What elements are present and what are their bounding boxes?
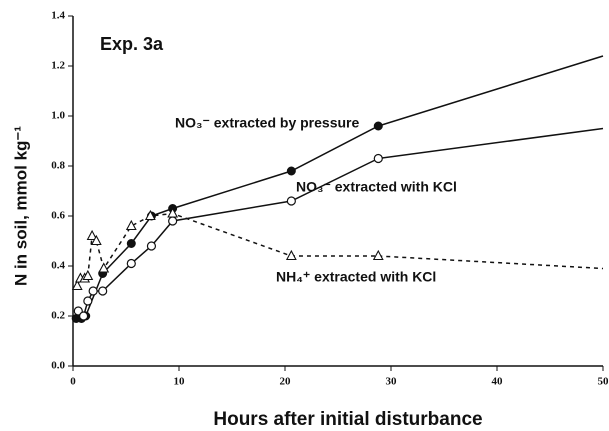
y-tick-label: 0.0 xyxy=(51,360,65,372)
y-tick-label: 1.2 xyxy=(51,60,65,72)
x-tick-label: 0 xyxy=(70,376,76,388)
y-tick-label: 0.2 xyxy=(51,310,65,322)
x-axis-label: Hours after initial disturbance xyxy=(213,409,482,430)
trend-line xyxy=(378,127,604,160)
x-tick-label: 10 xyxy=(174,376,186,388)
marker xyxy=(286,166,296,176)
marker xyxy=(88,286,98,296)
marker xyxy=(126,258,136,269)
marker xyxy=(86,229,98,241)
y-tick-label: 0.6 xyxy=(51,210,65,222)
y-axis-label: N in soil, mmol kg⁻¹ xyxy=(11,126,30,286)
y-tick-label: 1.4 xyxy=(51,10,65,22)
y-tick-label: 0.8 xyxy=(51,160,65,172)
marker xyxy=(372,249,384,261)
annotation: NO₃⁻ extracted with KCl xyxy=(296,179,457,195)
marker xyxy=(146,241,157,251)
annotation: NO₃⁻ extracted by pressure xyxy=(175,115,359,131)
y-tick-label: 0.4 xyxy=(51,260,65,272)
marker xyxy=(126,239,136,248)
annotation: Exp. 3a xyxy=(100,34,164,54)
marker xyxy=(286,196,296,206)
annotation: NH₄⁺ extracted with KCl xyxy=(276,269,436,285)
marker xyxy=(373,121,383,131)
marker xyxy=(144,209,156,221)
series-line xyxy=(77,157,379,318)
marker xyxy=(82,269,94,281)
x-tick-label: 20 xyxy=(280,376,292,388)
marker xyxy=(373,153,383,164)
marker xyxy=(285,249,297,261)
series-line xyxy=(76,125,379,320)
x-tick-label: 30 xyxy=(386,376,398,388)
marker xyxy=(90,234,102,246)
marker xyxy=(168,216,178,226)
trend-line xyxy=(378,55,604,127)
marker xyxy=(167,207,179,218)
marker xyxy=(125,219,137,231)
y-tick-label: 1.0 xyxy=(51,110,65,122)
x-tick-label: 50 xyxy=(598,376,609,388)
x-tick-label: 40 xyxy=(492,376,504,388)
marker xyxy=(98,262,110,273)
marker xyxy=(98,286,108,296)
marker xyxy=(83,296,93,306)
marker xyxy=(78,311,89,321)
trend-line xyxy=(378,255,604,270)
marker xyxy=(71,279,83,291)
